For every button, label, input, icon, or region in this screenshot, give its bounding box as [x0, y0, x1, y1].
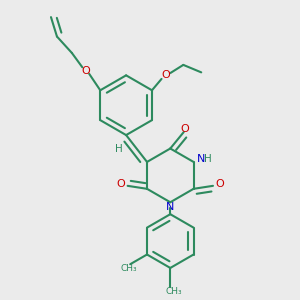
Text: H: H — [204, 154, 212, 164]
Text: O: O — [81, 66, 90, 76]
Text: O: O — [215, 179, 224, 189]
Text: CH₃: CH₃ — [166, 287, 182, 296]
Text: H: H — [115, 143, 122, 154]
Text: CH₃: CH₃ — [120, 264, 137, 273]
Text: O: O — [181, 124, 190, 134]
Text: O: O — [117, 179, 125, 189]
Text: O: O — [161, 70, 170, 80]
Text: N: N — [197, 154, 205, 164]
Text: N: N — [166, 202, 175, 212]
